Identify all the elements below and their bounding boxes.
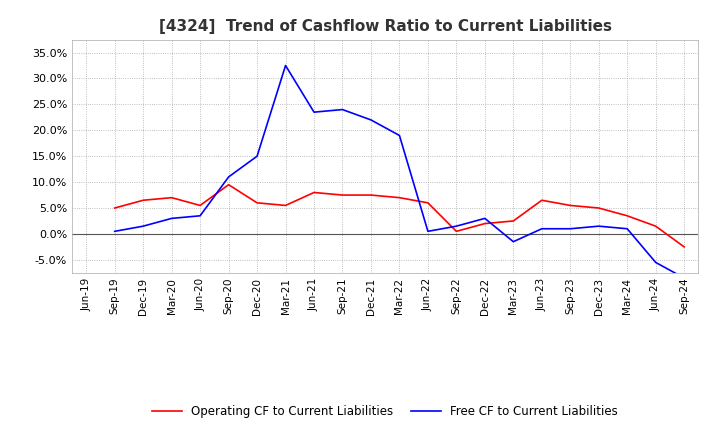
Operating CF to Current Liabilities xyxy=(595,205,603,211)
Operating CF to Current Liabilities xyxy=(480,221,489,226)
Free CF to Current Liabilities xyxy=(282,63,290,68)
Operating CF to Current Liabilities xyxy=(110,205,119,211)
Free CF to Current Liabilities xyxy=(225,174,233,180)
Free CF to Current Liabilities xyxy=(595,224,603,229)
Operating CF to Current Liabilities xyxy=(652,224,660,229)
Free CF to Current Liabilities xyxy=(480,216,489,221)
Free CF to Current Liabilities xyxy=(623,226,631,231)
Operating CF to Current Liabilities xyxy=(167,195,176,200)
Operating CF to Current Liabilities xyxy=(509,218,518,224)
Free CF to Current Liabilities xyxy=(253,154,261,159)
Operating CF to Current Liabilities xyxy=(395,195,404,200)
Operating CF to Current Liabilities xyxy=(537,198,546,203)
Operating CF to Current Liabilities xyxy=(338,192,347,198)
Free CF to Current Liabilities xyxy=(652,260,660,265)
Line: Free CF to Current Liabilities: Free CF to Current Liabilities xyxy=(114,66,684,278)
Operating CF to Current Liabilities xyxy=(452,229,461,234)
Operating CF to Current Liabilities xyxy=(566,203,575,208)
Title: [4324]  Trend of Cashflow Ratio to Current Liabilities: [4324] Trend of Cashflow Ratio to Curren… xyxy=(158,19,612,34)
Free CF to Current Liabilities xyxy=(310,110,318,115)
Operating CF to Current Liabilities xyxy=(423,200,432,205)
Free CF to Current Liabilities xyxy=(680,275,688,281)
Free CF to Current Liabilities xyxy=(366,117,375,123)
Free CF to Current Liabilities xyxy=(110,229,119,234)
Free CF to Current Liabilities xyxy=(139,224,148,229)
Free CF to Current Liabilities xyxy=(395,133,404,138)
Operating CF to Current Liabilities xyxy=(225,182,233,187)
Operating CF to Current Liabilities xyxy=(282,203,290,208)
Free CF to Current Liabilities xyxy=(566,226,575,231)
Free CF to Current Liabilities xyxy=(196,213,204,218)
Free CF to Current Liabilities xyxy=(338,107,347,112)
Operating CF to Current Liabilities xyxy=(623,213,631,218)
Free CF to Current Liabilities xyxy=(509,239,518,244)
Free CF to Current Liabilities xyxy=(537,226,546,231)
Operating CF to Current Liabilities xyxy=(253,200,261,205)
Operating CF to Current Liabilities xyxy=(139,198,148,203)
Operating CF to Current Liabilities xyxy=(310,190,318,195)
Free CF to Current Liabilities xyxy=(167,216,176,221)
Legend: Operating CF to Current Liabilities, Free CF to Current Liabilities: Operating CF to Current Liabilities, Fre… xyxy=(148,400,623,422)
Operating CF to Current Liabilities xyxy=(680,244,688,249)
Operating CF to Current Liabilities xyxy=(196,203,204,208)
Operating CF to Current Liabilities xyxy=(366,192,375,198)
Free CF to Current Liabilities xyxy=(423,229,432,234)
Free CF to Current Liabilities xyxy=(452,224,461,229)
Line: Operating CF to Current Liabilities: Operating CF to Current Liabilities xyxy=(114,185,684,247)
